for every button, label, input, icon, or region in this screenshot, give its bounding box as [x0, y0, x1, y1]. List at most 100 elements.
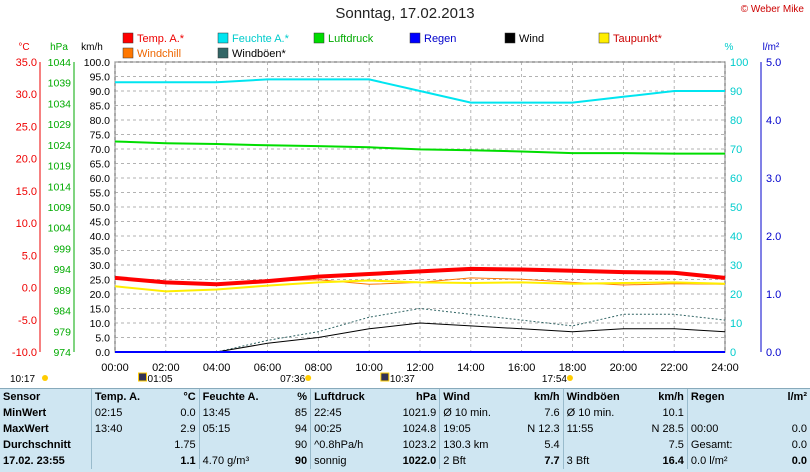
legend-label: Temp. A.*	[137, 33, 185, 45]
tick-x: 22:00	[660, 362, 688, 374]
tick-x: 06:00	[254, 362, 282, 374]
tick-wind: 65.0	[90, 159, 111, 171]
table-cell: 2.9	[156, 421, 200, 437]
legend-swatch	[123, 48, 133, 58]
table-cell	[687, 405, 754, 421]
tick-pres: 979	[53, 326, 71, 338]
table-cell: MinWert	[0, 405, 91, 421]
legend-swatch	[410, 33, 420, 43]
tick-temp: -10.0	[12, 347, 37, 359]
tick-pres: 1019	[48, 161, 72, 173]
table-cell: 130.3 km	[440, 437, 510, 453]
legend-swatch	[218, 48, 228, 58]
unit-hum: %	[725, 42, 734, 53]
legend-label: Windchill	[137, 48, 181, 60]
tick-x: 12:00	[406, 362, 434, 374]
table-cell: 90	[273, 437, 310, 453]
table-cell: km/h	[509, 389, 563, 405]
legend-label: Regen	[424, 33, 456, 45]
table-cell: Windböen	[563, 389, 633, 405]
tick-pres: 984	[53, 306, 71, 318]
tick-x: 02:00	[152, 362, 180, 374]
tick-wind: 55.0	[90, 188, 111, 200]
table-cell: 0.0	[754, 421, 810, 437]
marker-sunset	[567, 375, 573, 381]
table-cell: Ø 10 min.	[563, 405, 633, 421]
tick-wind: 75.0	[90, 130, 111, 142]
table-cell: km/h	[634, 389, 688, 405]
tick-rain: 4.0	[766, 115, 781, 127]
legend-swatch	[314, 33, 324, 43]
tick-wind: 40.0	[90, 231, 111, 243]
marker-moonset	[139, 373, 147, 381]
table-cell: ^0.8hPa/h	[311, 437, 385, 453]
tick-x: 16:00	[508, 362, 536, 374]
table-cell: 7.7	[509, 453, 563, 469]
tick-temp: 30.0	[16, 89, 37, 101]
label-time: 10:17	[10, 374, 35, 385]
table-cell: 94	[273, 421, 310, 437]
tick-wind: 90.0	[90, 86, 111, 98]
table-cell: 13:40	[91, 421, 155, 437]
table-cell: Wind	[440, 389, 510, 405]
table-cell: Temp. A.	[91, 389, 155, 405]
table-cell: °C	[156, 389, 200, 405]
table-cell: 7.5	[634, 437, 688, 453]
table-cell: l/m²	[754, 389, 810, 405]
tick-hum: 90	[730, 86, 742, 98]
tick-wind: 85.0	[90, 101, 111, 113]
tick-pres: 1029	[48, 119, 72, 131]
tick-hum: 60	[730, 173, 742, 185]
tick-temp: 35.0	[16, 57, 37, 69]
table-cell: 05:15	[199, 421, 273, 437]
tick-hum: 30	[730, 260, 742, 272]
tick-pres: 1024	[48, 140, 72, 152]
tick-pres: 974	[53, 347, 71, 359]
table-cell: 85	[273, 405, 310, 421]
tick-wind: 15.0	[90, 304, 111, 316]
legend-label: Taupunkt*	[613, 33, 663, 45]
tick-wind: 30.0	[90, 260, 111, 272]
tick-x: 10:00	[355, 362, 383, 374]
tick-wind: 50.0	[90, 202, 111, 214]
tick-wind: 80.0	[90, 115, 111, 127]
tick-hum: 80	[730, 115, 742, 127]
table-cell: 90	[273, 453, 310, 469]
table-cell: 4.70 g/m³	[199, 453, 273, 469]
table-cell: 02:15	[91, 405, 155, 421]
legend-label: Windböen*	[232, 48, 287, 60]
tick-x: 20:00	[610, 362, 638, 374]
table-cell	[91, 437, 155, 453]
tick-temp: 5.0	[22, 250, 37, 262]
table-cell: Regen	[687, 389, 754, 405]
tick-pres: 989	[53, 285, 71, 297]
tick-hum: 40	[730, 231, 742, 243]
table-cell: 22:45	[311, 405, 385, 421]
tick-temp: 0.0	[22, 283, 37, 295]
table-cell: sonnig	[311, 453, 385, 469]
table-cell: 3 Bft	[563, 453, 633, 469]
tick-temp: 10.0	[16, 218, 37, 230]
label-sunset: 17:54	[542, 374, 567, 385]
label-sunrise: 07:36	[280, 374, 305, 385]
legend-label: Feuchte A.*	[232, 33, 290, 45]
tick-temp: 20.0	[16, 154, 37, 166]
tick-wind: 95.0	[90, 72, 111, 84]
table-cell: 1.1	[156, 453, 200, 469]
tick-pres: 1034	[48, 98, 72, 110]
table-cell: Luftdruck	[311, 389, 385, 405]
tick-x: 00:00	[101, 362, 129, 374]
table-cell: 16.4	[634, 453, 688, 469]
table-cell: 1023.2	[384, 437, 440, 453]
tick-wind: 0.0	[95, 347, 110, 359]
tick-wind: 60.0	[90, 173, 111, 185]
tick-x: 18:00	[559, 362, 587, 374]
table-cell: Feuchte A.	[199, 389, 273, 405]
tick-wind: 25.0	[90, 275, 111, 287]
tick-wind: 5.0	[95, 333, 110, 345]
